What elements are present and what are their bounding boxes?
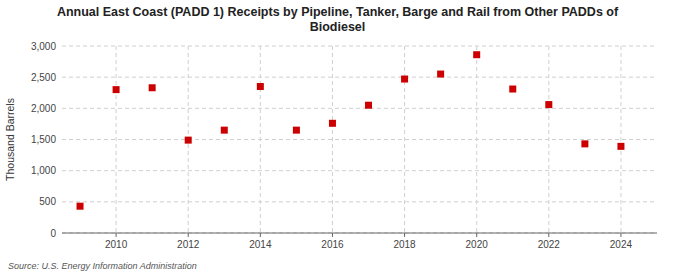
- x-grid-line: [620, 46, 621, 233]
- point: [221, 127, 228, 134]
- x-tick: [548, 233, 549, 237]
- point: [437, 71, 444, 78]
- x-tick: [116, 233, 117, 237]
- y-tick-label: 0: [50, 228, 56, 239]
- x-grid-line: [332, 46, 333, 233]
- x-tick: [332, 233, 333, 237]
- x-grid-line: [404, 46, 405, 233]
- point: [617, 143, 624, 150]
- x-tick: [476, 233, 477, 237]
- point: [401, 76, 408, 83]
- y-tick-label: 500: [39, 196, 56, 207]
- x-tick-label: 2024: [610, 239, 633, 250]
- point: [509, 86, 516, 93]
- grid: [62, 46, 657, 233]
- point: [293, 127, 300, 134]
- y-grid-line: [62, 77, 657, 78]
- y-tick-label: 2,000: [31, 103, 56, 114]
- x-grid-line: [476, 46, 477, 233]
- chart: Annual East Coast (PADD 1) Receipts by P…: [0, 0, 675, 275]
- points: [77, 51, 625, 209]
- x-tick: [188, 233, 189, 237]
- y-grid-line: [62, 139, 657, 140]
- x-grid-line: [260, 46, 261, 233]
- x-grid-line: [116, 46, 117, 233]
- x-grid-line: [548, 46, 549, 233]
- axes: 0 500 1,000 1,500 2,000 2,500 3,000 2010 2012 201…: [31, 41, 657, 251]
- y-tick-label: 2,500: [31, 72, 56, 83]
- y-grid-line: [62, 233, 657, 234]
- x-axis-line: [62, 233, 657, 234]
- point: [149, 84, 156, 91]
- point: [581, 140, 588, 147]
- source: Source: U.S. Energy Information Administ…: [8, 261, 197, 271]
- title-line: Annual East Coast (PADD 1) Receipts by P…: [57, 5, 619, 19]
- x-tick-label: 2010: [105, 239, 128, 250]
- point: [185, 137, 192, 144]
- point: [365, 102, 372, 109]
- y-tick-label: 3,000: [31, 41, 56, 52]
- x-tick: [620, 233, 621, 237]
- point: [113, 86, 120, 93]
- y-grid-line: [62, 108, 657, 109]
- y-tick-label: 1,000: [31, 165, 56, 176]
- x-tick: [404, 233, 405, 237]
- point: [257, 83, 264, 90]
- point: [545, 101, 552, 108]
- y-grid-line: [62, 201, 657, 202]
- x-tick-label: 2012: [177, 239, 200, 250]
- x-tick-label: 2022: [538, 239, 561, 250]
- point: [329, 120, 336, 127]
- x-tick-label: 2014: [249, 239, 272, 250]
- x-tick-label: 2016: [321, 239, 344, 250]
- x-tick-label: 2020: [466, 239, 489, 250]
- point: [77, 203, 84, 210]
- title-line: Biodiesel: [310, 20, 366, 34]
- point: [473, 51, 480, 58]
- y-grid-line: [62, 46, 657, 47]
- title: Annual East Coast (PADD 1) Receipts by P…: [57, 5, 619, 34]
- x-tick: [260, 233, 261, 237]
- y-grid-line: [62, 170, 657, 171]
- x-tick-label: 2018: [393, 239, 416, 250]
- y-tick-label: 1,500: [31, 134, 56, 145]
- y-axis-label: Thousand Barrels: [4, 98, 16, 181]
